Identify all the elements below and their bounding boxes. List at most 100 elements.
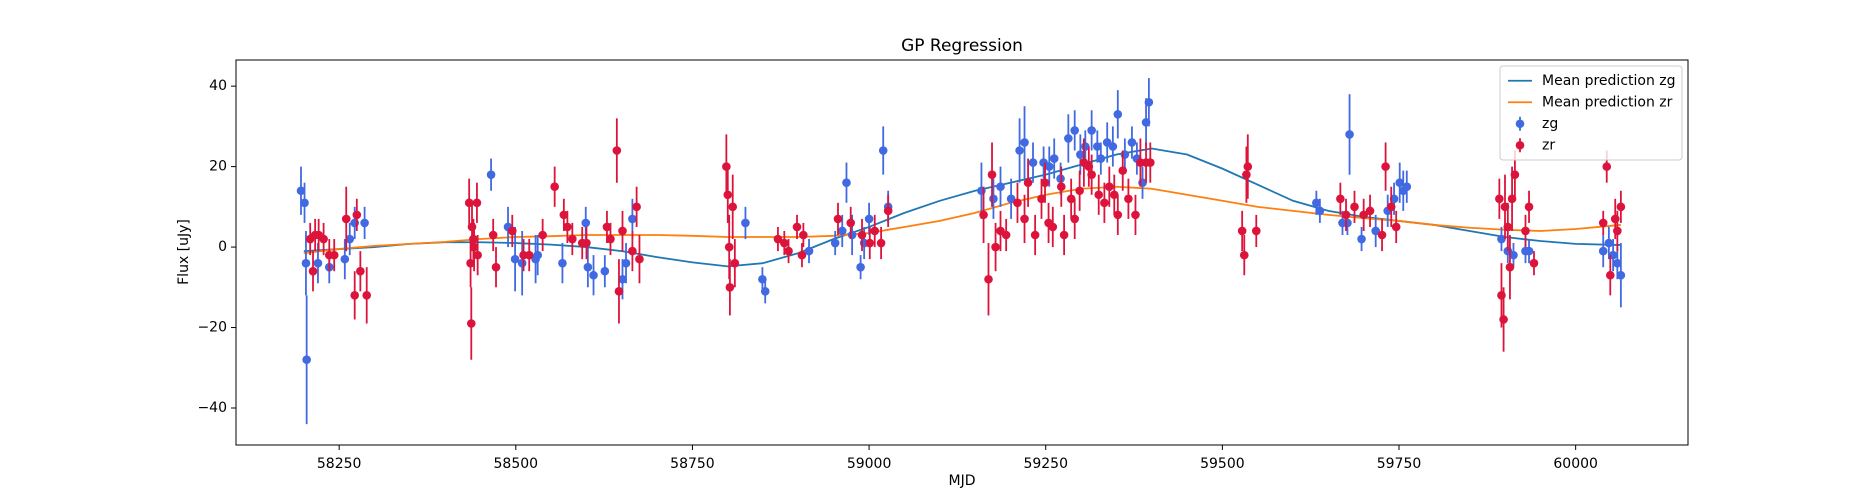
- data-point: [558, 258, 567, 268]
- data-point: [1616, 270, 1626, 280]
- data-point: [1087, 170, 1096, 179]
- data-point: [979, 210, 988, 220]
- data-point: [302, 355, 311, 365]
- data-point: [991, 242, 1000, 252]
- data-point: [1144, 97, 1154, 107]
- data-point: [1505, 262, 1515, 272]
- data-point: [1006, 194, 1016, 204]
- data-point: [725, 282, 735, 292]
- data-point: [797, 250, 807, 260]
- data-point: [847, 230, 857, 240]
- data-point: [486, 170, 496, 179]
- data-point: [1118, 166, 1128, 175]
- data-point: [1044, 162, 1054, 171]
- data-point: [1075, 186, 1084, 196]
- data-point: [1365, 206, 1375, 216]
- data-point: [1023, 178, 1033, 188]
- data-point: [1239, 250, 1249, 260]
- data-point: [1013, 198, 1022, 208]
- data-point: [1113, 110, 1123, 119]
- data-point: [589, 270, 598, 280]
- data-point: [635, 254, 644, 264]
- data-point: [1402, 182, 1412, 192]
- data-point: [581, 218, 591, 228]
- data-point: [1510, 170, 1520, 179]
- data-point: [876, 238, 886, 248]
- data-point: [1521, 226, 1530, 236]
- data-point: [473, 250, 482, 260]
- data-point: [846, 218, 856, 228]
- data-point: [799, 230, 808, 240]
- data-point: [722, 162, 731, 171]
- data-point: [1020, 214, 1029, 224]
- data-point: [779, 238, 789, 248]
- data-point: [723, 190, 733, 200]
- data-point: [1070, 214, 1079, 224]
- data-point: [1386, 202, 1396, 212]
- legend-swatch: [1515, 119, 1525, 129]
- y-tick-label: −40: [197, 400, 227, 416]
- data-point: [792, 222, 802, 232]
- data-point: [300, 198, 309, 208]
- data-point: [507, 226, 517, 236]
- data-point: [1598, 218, 1608, 228]
- data-point: [1251, 226, 1261, 236]
- data-point: [517, 258, 527, 268]
- data-point: [987, 170, 997, 179]
- data-point: [1049, 154, 1059, 163]
- data-point: [842, 178, 851, 188]
- data-point: [830, 238, 840, 248]
- y-tick-label: 40: [209, 78, 227, 94]
- data-point: [600, 266, 610, 276]
- data-point: [1070, 126, 1079, 135]
- data-point: [1108, 142, 1118, 151]
- data-point: [614, 287, 624, 296]
- data-point: [878, 146, 888, 155]
- data-point: [1499, 315, 1508, 324]
- data-point: [350, 291, 360, 300]
- data-point: [1109, 190, 1119, 200]
- x-tick-label: 58750: [670, 456, 715, 472]
- data-point: [1613, 258, 1622, 268]
- data-point: [618, 274, 627, 284]
- y-axis-label: Flux [uJy]: [176, 219, 192, 285]
- data-point: [362, 291, 372, 300]
- data-point: [883, 206, 893, 216]
- data-point: [833, 214, 843, 224]
- data-point: [606, 234, 615, 244]
- x-tick-label: 59250: [1023, 456, 1068, 472]
- data-point: [466, 258, 475, 268]
- data-point: [724, 242, 734, 252]
- x-tick-label: 59500: [1200, 456, 1245, 472]
- data-point: [469, 242, 479, 252]
- data-point: [301, 258, 311, 268]
- data-point: [491, 262, 501, 272]
- data-point: [308, 266, 318, 276]
- data-point: [1343, 218, 1352, 228]
- data-point: [1381, 162, 1390, 171]
- data-point: [1391, 222, 1401, 232]
- data-point: [1616, 202, 1626, 212]
- data-point: [1524, 246, 1534, 256]
- data-point: [1377, 230, 1387, 240]
- x-axis-label: MJD: [949, 473, 976, 489]
- data-point: [730, 258, 740, 268]
- data-point: [1243, 162, 1253, 171]
- data-point: [1037, 194, 1046, 204]
- data-point: [1059, 230, 1069, 240]
- data-point: [1495, 194, 1504, 204]
- data-point: [621, 258, 631, 268]
- data-point: [466, 319, 476, 328]
- data-point: [1345, 130, 1354, 139]
- data-point: [1604, 238, 1614, 248]
- y-tick-label: 20: [209, 159, 227, 175]
- data-point: [865, 238, 875, 248]
- x-tick-label: 60000: [1553, 456, 1598, 472]
- y-tick-label: 0: [218, 239, 227, 255]
- data-point: [1113, 210, 1123, 220]
- data-point: [728, 202, 738, 212]
- data-point: [632, 202, 641, 212]
- data-point: [550, 182, 559, 192]
